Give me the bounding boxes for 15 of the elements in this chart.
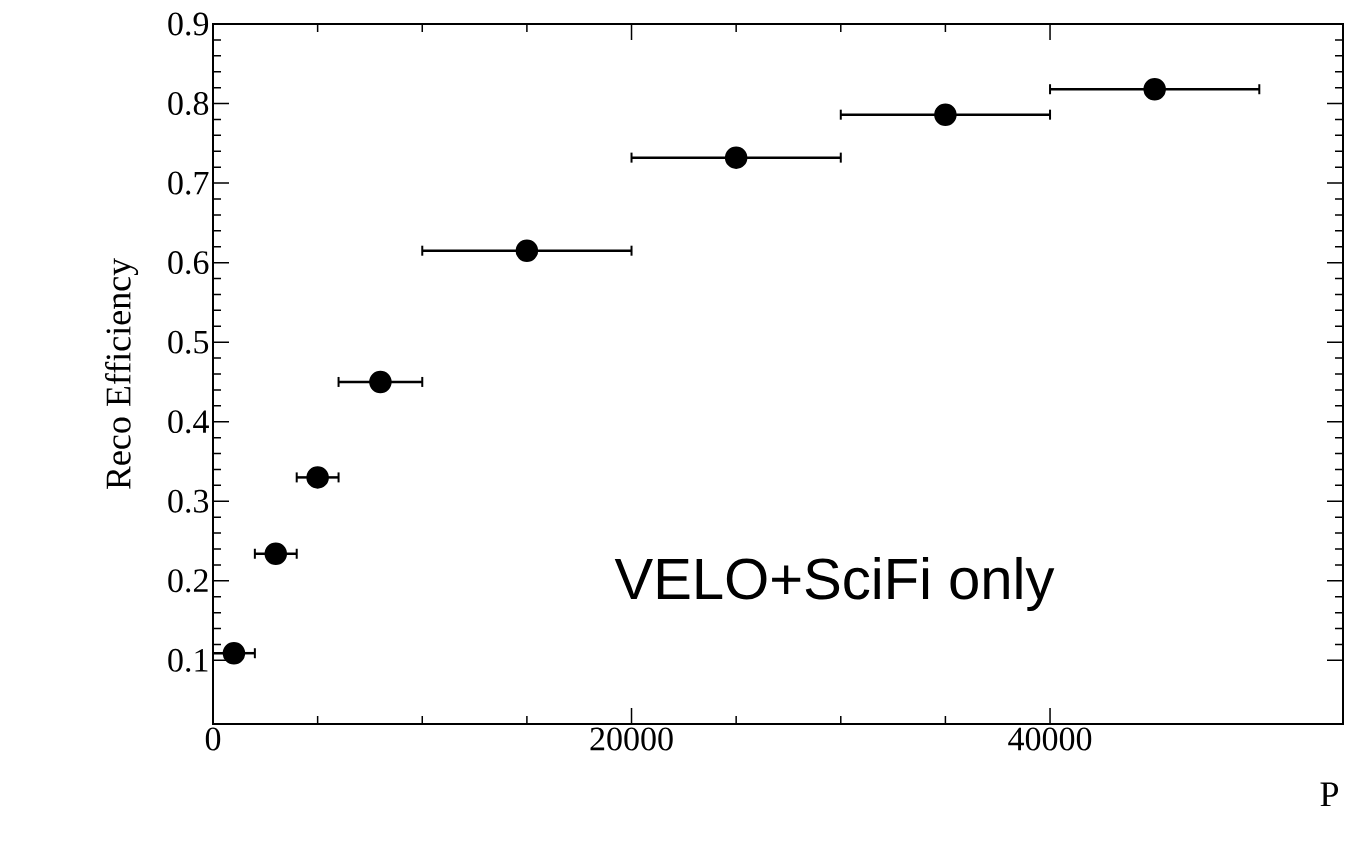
y-tick-label: 0.2 xyxy=(168,569,208,593)
x-axis-title: P xyxy=(1320,782,1339,807)
x-tick-label: 0 xyxy=(205,727,221,751)
annotation: VELO+SciFi only xyxy=(614,556,1055,612)
y-tick-label: 0.5 xyxy=(168,330,209,354)
x-tick-label: 40000 xyxy=(1008,727,1092,751)
y-tick-label: 0.9 xyxy=(168,12,209,36)
y-tick-label: 0.3 xyxy=(168,489,209,513)
y-tick-label: 0.1 xyxy=(168,648,208,672)
y-tick-label: 0.4 xyxy=(168,410,209,434)
y-tick-label: 0.8 xyxy=(168,91,209,116)
x-tick-label: 20000 xyxy=(590,727,673,751)
y-tick-label: 0.6 xyxy=(168,251,209,275)
y-tick-label: 0.7 xyxy=(168,171,209,195)
y-axis-title: Reco Efficiency xyxy=(105,257,139,490)
